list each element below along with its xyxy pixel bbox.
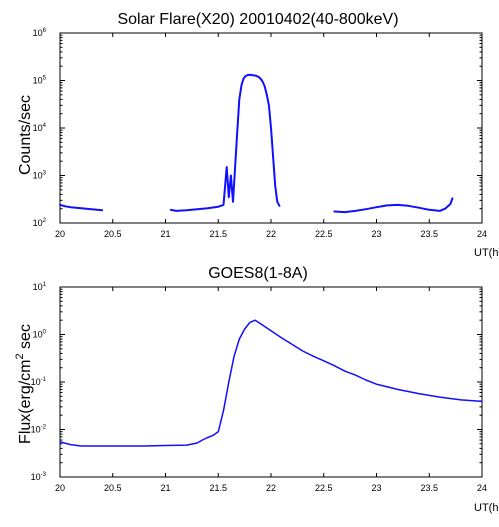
top-chart-y-tick-label: 106 <box>33 28 47 38</box>
bottom-chart-y-tick-label: 10-2 <box>31 425 47 435</box>
top-chart-y-tick-label: 105 <box>33 76 47 86</box>
bottom-chart-x-tick-label: 20.5 <box>104 483 122 493</box>
top-chart-x-tick-label: 21.5 <box>209 229 227 239</box>
bottom-chart-y-tick-label: 101 <box>33 282 47 292</box>
top-chart-x-tick-label: 23.5 <box>420 229 438 239</box>
bottom-chart-y-axis-label: Flux(erg/cm2 sec <box>14 324 34 444</box>
y-label-tail: sec <box>17 324 34 353</box>
bottom-chart-series <box>59 319 483 447</box>
bottom-chart-x-tick-label: 23 <box>371 483 381 493</box>
bottom-chart-x-ticks: 20 20.5 21 21.5 22 22.5 23 23.5 24 <box>55 287 487 493</box>
top-chart-x-axis-label: UT(h) <box>474 247 499 259</box>
bottom-chart-title: GOES8(1-8A) <box>208 265 308 282</box>
top-chart-x-tick-label: 22.5 <box>315 229 333 239</box>
top-chart-x-tick-label: 23 <box>371 229 381 239</box>
top-chart-y-tick-label: 104 <box>33 123 47 133</box>
bottom-chart-x-axis-label: UT(h) <box>474 502 499 514</box>
bottom-chart: GOES8(1-8A) Flux(erg/cm2 sec 20 20.5 21 21.… <box>14 265 499 514</box>
top-chart-x-tick-label: 24 <box>477 229 487 239</box>
top-chart-y-axis-label: Counts/sec <box>17 95 34 175</box>
y-label-main: Flux(erg/cm <box>17 360 34 444</box>
top-chart-series-line <box>59 203 104 212</box>
top-chart-x-tick-label: 20.5 <box>104 229 122 239</box>
top-chart-y-ticks: 102 103 104 105 106 <box>33 28 482 228</box>
bottom-chart-x-tick-label: 22.5 <box>315 483 333 493</box>
top-chart: Solar Flare(X20) 20010402(40-800keV) Cou… <box>17 11 499 259</box>
top-chart-series-line <box>333 197 454 214</box>
top-chart-x-tick-label: 20 <box>55 229 65 239</box>
top-chart-x-ticks: 20 20.5 21 21.5 22 22.5 23 23.5 24 <box>55 33 487 239</box>
bottom-chart-y-tick-label: 10-1 <box>31 377 47 387</box>
bottom-chart-series-line <box>59 319 483 447</box>
bottom-chart-y-ticks: 10-3 10-2 10-1 100 101 <box>31 282 482 482</box>
bottom-chart-x-tick-label: 24 <box>477 483 487 493</box>
bottom-chart-x-tick-label: 21.5 <box>209 483 227 493</box>
bottom-chart-x-tick-label: 21 <box>160 483 170 493</box>
bottom-chart-plot-frame <box>59 286 483 478</box>
top-chart-x-tick-label: 22 <box>266 229 276 239</box>
bottom-chart-y-tick-label: 100 <box>33 330 47 340</box>
bottom-chart-y-tick-label: 10-3 <box>31 472 47 482</box>
y-label-superscript: 2 <box>14 353 26 359</box>
top-chart-series-line <box>169 73 281 212</box>
bottom-chart-x-tick-label: 20 <box>55 483 65 493</box>
top-chart-x-tick-label: 21 <box>160 229 170 239</box>
top-chart-y-tick-label: 102 <box>33 218 47 228</box>
top-chart-series <box>59 73 454 214</box>
top-chart-title: Solar Flare(X20) 20010402(40-800keV) <box>117 11 398 28</box>
top-chart-y-tick-label: 103 <box>33 171 47 181</box>
bottom-chart-x-tick-label: 22 <box>266 483 276 493</box>
bottom-chart-x-tick-label: 23.5 <box>420 483 438 493</box>
